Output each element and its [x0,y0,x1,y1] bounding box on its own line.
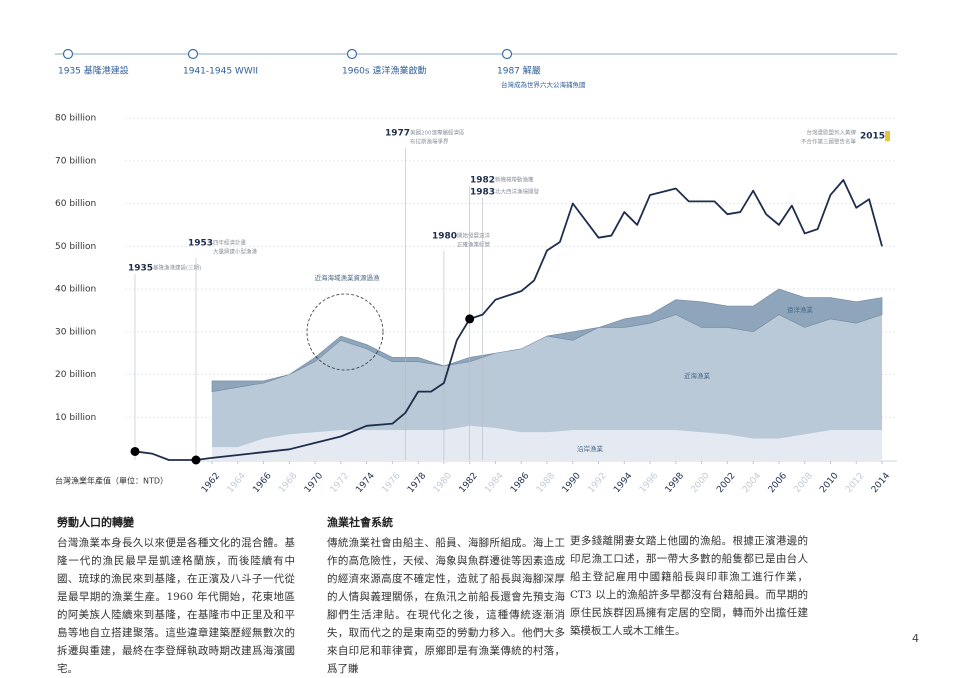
annotation-year: 1982 [470,176,495,186]
annotation-text: 正確漁業經營 [457,241,491,249]
column-text: 傳統漁業社會由船主、船員、海腳所組成。海上工作的高危險性，天候、海象與魚群遷徙等… [327,537,565,675]
y-tick-label: 70 billion [55,156,96,166]
point [130,446,140,456]
area [212,425,883,460]
x-tick-label: 2010 [818,471,841,495]
column-heading: 勞動人口的轉變 [57,516,134,529]
column-heading: 漁業社會系統 [327,516,393,529]
y-tick-label: 40 billion [55,285,96,295]
x-tick-label: 1970 [303,471,326,495]
y-axis-label: 台灣漁業年產值（單位：NTD） [55,476,168,486]
x-tick-label: 1994 [612,471,635,495]
annotation-year: 1980 [432,232,457,242]
annotation-text: 布拉斯漁場爭界 [410,138,449,146]
annotation-text: 開始發展遠洋 [457,232,491,240]
column-text: 台灣漁業本身長久以來便是各種文化的混合體。基隆一代的漁民最早是凱達格蘭族，而後陸… [57,537,295,675]
x-tick-label: 1978 [406,471,429,495]
x-tick-label: 1998 [664,471,687,495]
timeline-dot [346,48,358,60]
area-label: 近海漁業 [684,371,711,380]
annotation-text: 新機械帶動漁獲 [495,176,534,184]
x-tick-label: 2004 [741,471,764,495]
x-tick-label: 1984 [483,471,506,495]
x-tick-label: 2014 [870,471,893,495]
x-tick-label: 1988 [535,471,558,495]
annotation-text: 北大西洋漁場開發 [495,188,540,196]
x-tick-label: 2008 [793,471,816,495]
x-tick-label: 1992 [586,471,608,495]
timeline-label: 1935 基隆港建設 [58,65,129,77]
timeline-note: 台灣成為世界六大公海捕魚國 [501,80,586,89]
y-tick-label: 50 billion [55,242,96,252]
x-tick-label: 1976 [380,471,403,495]
x-tick-label: 1968 [277,471,300,495]
circle-note-ring [306,293,384,371]
x-tick-label: 1996 [638,471,661,495]
x-tick-label: 1972 [329,471,351,495]
column: 勞動人口的轉變 台灣漁業本身長久以來便是各種文化的混合體。基隆一代的漁民最早是凱… [57,514,295,678]
circle-note: 近海海域漁業資源過漁 [315,273,381,282]
line [134,179,883,461]
annotation-text: 不合作第三國警告名單 [801,138,857,146]
y-tick-label: 80 billion [55,114,96,124]
x-tick-label: 1990 [561,471,584,495]
x-tick-label: 2012 [844,471,866,495]
timeline-dot [501,48,513,60]
annotation-flag [885,131,890,141]
annotation-text: 大量興建小型漁港 [213,248,258,256]
timeline-dot [62,48,74,60]
annotation-text: 台灣遭歐盟列入黃牌 [806,129,856,137]
x-tick-label: 1986 [509,471,532,495]
area-label: 沿岸漁業 [577,444,604,453]
x-tick-label: 1964 [226,471,249,495]
annotation-year: 1977 [385,129,410,139]
annotation-text: 四年經濟計畫 [213,239,247,247]
x-tick-label: 2000 [689,471,712,495]
x-tick-label: 2002 [715,471,737,495]
annotation-year: 1935 [128,264,153,274]
annotation-year: 1983 [470,188,495,198]
y-tick-label: 10 billion [55,413,96,423]
page-number: 4 [912,632,919,645]
annotation-text: 基隆漁港建設(三期) [153,264,201,272]
x-tick-label: 1980 [432,471,455,495]
area [212,314,883,448]
column-text: 更多錢離開妻女踏上他國的漁船。根據正濱港邊的印尼漁工口述，那一帶大多數的船隻都已… [570,535,808,637]
point [465,314,475,324]
annotation-text: 美國200浬專屬經濟區 [410,129,465,137]
x-tick-label: 1974 [354,471,377,495]
column: 漁業社會系統 傳統漁業社會由船主、船員、海腳所組成。海上工作的高危險性，天候、海… [327,514,565,678]
x-tick-label: 1982 [458,471,480,495]
timeline-label: 1987 解嚴 [497,65,541,77]
x-tick-label: 2006 [767,471,790,495]
column: 更多錢離開妻女踏上他國的漁船。根據正濱港邊的印尼漁工口述，那一帶大多數的船隻都已… [570,532,808,640]
timeline-label: 1941-1945 WWII [183,67,258,77]
annotation-year: 2015 [860,132,885,142]
timeline-dot [187,48,199,60]
y-tick-label: 60 billion [55,199,96,209]
x-tick-label: 1962 [200,471,222,495]
y-tick-label: 30 billion [55,327,96,337]
annotation-year: 1953 [188,239,213,249]
point [191,455,201,465]
x-tick-label: 1966 [251,471,274,495]
area-label: 遠洋漁業 [787,305,814,314]
timeline-label: 1960s 遠洋漁業啟動 [342,65,426,77]
y-tick-label: 20 billion [55,370,96,380]
